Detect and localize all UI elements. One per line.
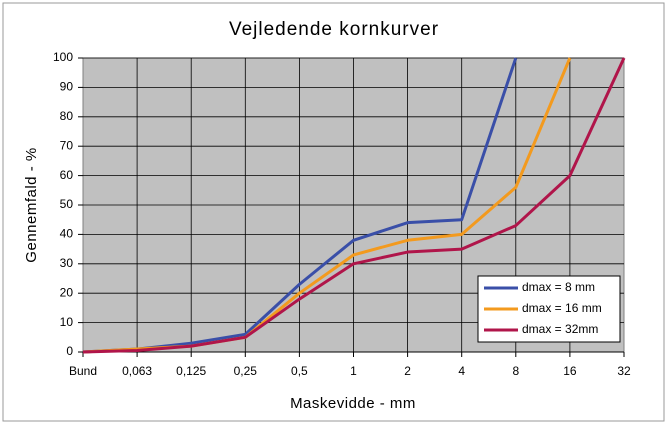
y-tick-label: 30 bbox=[60, 256, 74, 270]
x-tick-label: 0,125 bbox=[176, 364, 206, 378]
x-tick-label: 1 bbox=[350, 364, 357, 378]
x-tick-label: 0,5 bbox=[291, 364, 308, 378]
legend-label: dmax = 32mm bbox=[522, 322, 598, 336]
x-tick-label: 0,063 bbox=[122, 364, 152, 378]
x-tick-label: Bund bbox=[69, 364, 97, 378]
legend-label: dmax = 8 mm bbox=[522, 280, 595, 294]
x-tick-label: 0,25 bbox=[234, 364, 258, 378]
y-tick-label: 80 bbox=[60, 109, 74, 123]
y-tick-label: 100 bbox=[53, 50, 73, 64]
x-tick-label: 32 bbox=[617, 364, 631, 378]
y-axis-label: Gennemfald - % bbox=[23, 147, 40, 262]
x-axis-label: Maskevidde - mm bbox=[290, 395, 416, 412]
y-tick-label: 70 bbox=[60, 138, 74, 152]
chart-title: Vejledende kornkurver bbox=[229, 19, 439, 40]
y-tick-label: 50 bbox=[60, 197, 74, 211]
y-tick-label: 40 bbox=[60, 227, 74, 241]
y-tick-label: 60 bbox=[60, 168, 74, 182]
y-tick-label: 10 bbox=[60, 315, 74, 329]
x-tick-label: 16 bbox=[563, 364, 577, 378]
legend-label: dmax = 16 mm bbox=[522, 301, 602, 315]
x-tick-label: 4 bbox=[458, 364, 465, 378]
x-tick-label: 2 bbox=[404, 364, 411, 378]
y-tick-label: 90 bbox=[60, 80, 74, 94]
y-tick-label: 0 bbox=[66, 344, 73, 358]
data-line bbox=[82, 57, 626, 354]
y-tick-label: 20 bbox=[60, 285, 74, 299]
x-tick-label: 8 bbox=[512, 364, 519, 378]
